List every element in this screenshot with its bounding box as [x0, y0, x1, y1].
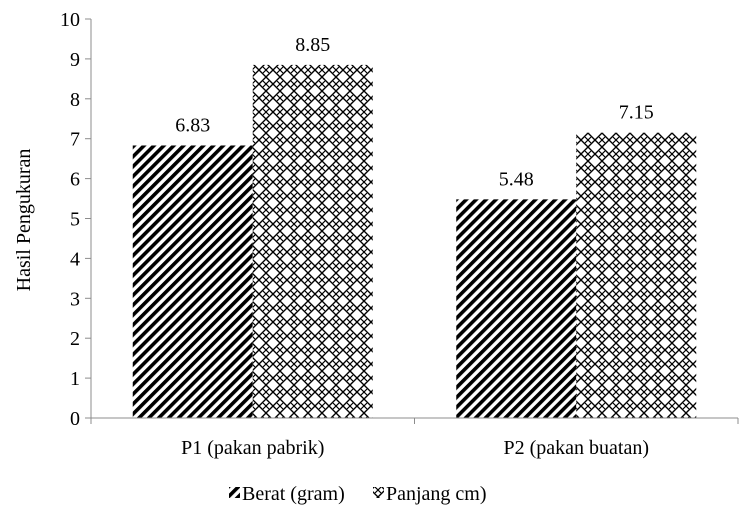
y-tick-label: 5 — [70, 209, 80, 231]
y-tick-label: 0 — [70, 408, 80, 430]
y-tick-label: 9 — [70, 49, 80, 71]
bar-berat — [132, 145, 253, 418]
legend-label-panjang: Panjang cm) — [386, 483, 487, 505]
legend: Berat (gram) Panjang cm) — [229, 483, 487, 505]
data-label: 8.85 — [295, 34, 330, 56]
y-tick-label: 2 — [70, 328, 80, 350]
x-tick-label: P1 (pakan pabrik) — [181, 437, 324, 459]
bar-panjang — [576, 132, 697, 418]
x-tick-label: P2 (pakan buatan) — [503, 437, 649, 459]
data-label: 6.83 — [175, 114, 210, 136]
y-tick-label: 7 — [70, 129, 80, 151]
data-label: 7.15 — [619, 102, 654, 124]
bar-panjang — [252, 64, 373, 418]
bars — [132, 64, 697, 418]
bar-berat — [456, 199, 577, 418]
y-tick-label: 3 — [70, 288, 80, 310]
legend-item-panjang: Panjang cm) — [373, 483, 487, 505]
y-tick-label: 8 — [70, 89, 80, 111]
y-tick-label: 6 — [70, 169, 80, 191]
y-axis: 0 1 2 3 4 5 6 7 8 9 10 — [60, 9, 92, 430]
y-tick-label: 10 — [60, 9, 80, 31]
legend-item-berat: Berat (gram) — [229, 483, 345, 505]
legend-swatch-panjang — [373, 487, 384, 498]
y-tick-label: 4 — [70, 248, 80, 270]
y-axis-title: Hasil Pengukuran — [13, 149, 35, 292]
category-labels: P1 (pakan pabrik) P2 (pakan buatan) — [181, 437, 649, 459]
legend-label-berat: Berat (gram) — [242, 483, 345, 505]
legend-swatch-berat — [229, 487, 240, 498]
data-labels: 6.83 8.85 5.48 7.15 — [175, 34, 654, 190]
y-tick-label: 1 — [70, 368, 80, 390]
x-axis — [90, 417, 739, 424]
data-label: 5.48 — [499, 168, 534, 190]
